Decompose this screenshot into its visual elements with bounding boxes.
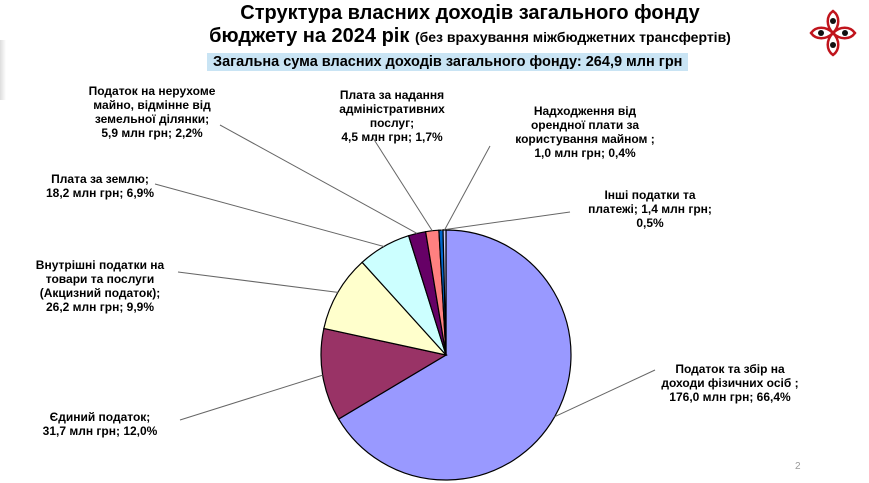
slice-label-line: 4,5 млн грн; 1,7% — [341, 130, 443, 144]
slice-label-line: земельної ділянки; — [94, 112, 210, 126]
chart-title: Структура власних доходів загального фон… — [150, 2, 790, 49]
slice-label-line: 0,5% — [636, 216, 664, 230]
slice-label: Плата за надання адміністративних послуг; 4… — [312, 88, 472, 144]
slice-label-line: користування майном ; — [515, 132, 655, 146]
leader-line — [177, 271, 338, 293]
slice-label-line: 1,0 млн грн; 0,4% — [534, 146, 636, 160]
slice-label-line: платежі; 1,4 млн грн; — [588, 202, 712, 216]
slice-label-line: товари та послуги — [45, 272, 155, 286]
slice-label-line: Внутрішні податки на — [35, 258, 165, 272]
slice-label: Інші податки та платежі; 1,4 млн грн; 0,5% — [570, 188, 730, 230]
page-number: 2 — [795, 461, 801, 472]
leader-line — [154, 183, 385, 247]
slice-label-line: 26,2 млн грн; 9,9% — [45, 300, 155, 314]
pie-slice — [442, 229, 447, 356]
slice-label-line: 31,7 млн грн; 12,0% — [42, 424, 158, 438]
slice-label-line: 176,0 млн грн; 66,4% — [669, 390, 791, 404]
leader-line — [440, 211, 571, 231]
slice-label-line: 5,9 млн грн; 2,2% — [101, 126, 203, 140]
slice-label-line: майно, відмінне від — [93, 98, 211, 112]
leader-line — [219, 124, 418, 234]
slice-label-line: Єдиний податок; — [49, 410, 151, 424]
slice-label-line: Податок та збір на — [675, 362, 785, 376]
leader-line — [444, 145, 491, 231]
slice-label-line: Надходження від — [533, 104, 637, 118]
slice-label-line: доходи фізичних осіб ; — [661, 376, 799, 390]
slice-label-line: адміністративних — [339, 102, 445, 116]
total-income: Загальна сума власних доходів загального… — [207, 53, 689, 71]
slice-label: Внутрішні податки на товари та послуги (Ак… — [20, 258, 180, 314]
title-line-1: Структура власних доходів загального фон… — [240, 2, 700, 24]
slice-label: Податок на нерухоме майно, відмінне від зе… — [72, 84, 232, 140]
slice-label-line: Податок на нерухоме — [88, 84, 216, 98]
title-note: (без врахування міжбюджетних трансфертів… — [414, 29, 731, 45]
slice-label-line: 18,2 млн грн; 6,9% — [45, 186, 155, 200]
leader-line — [179, 374, 323, 421]
slice-label-line: Плата за землю; — [51, 172, 149, 186]
title-line-2: бюджету на 2024 рік — [209, 25, 410, 47]
slice-label-line: (Акцизний податок); — [39, 286, 161, 300]
leader-line — [554, 369, 656, 418]
pie-slice — [337, 229, 572, 481]
pie-slice — [323, 261, 448, 356]
slice-label-line: Інші податки та — [604, 188, 696, 202]
slice-label: Плата за землю; 18,2 млн грн; 6,9% — [20, 172, 180, 200]
slice-label: Податок та збір на доходи фізичних осіб ;… — [640, 362, 820, 404]
slice-label: Єдиний податок; 31,7 млн грн; 12,0% — [20, 410, 180, 438]
slice-label-line: орендної плати за — [530, 118, 640, 132]
leader-line — [372, 137, 433, 232]
slice-label-line: послуг; — [369, 116, 415, 130]
slide-edge — [0, 40, 6, 100]
ornament-logo — [809, 9, 857, 57]
slice-label: Надходження від орендної плати за користув… — [505, 104, 665, 160]
pie-slice — [320, 327, 448, 420]
slice-label-line: Плата за надання — [339, 88, 445, 102]
